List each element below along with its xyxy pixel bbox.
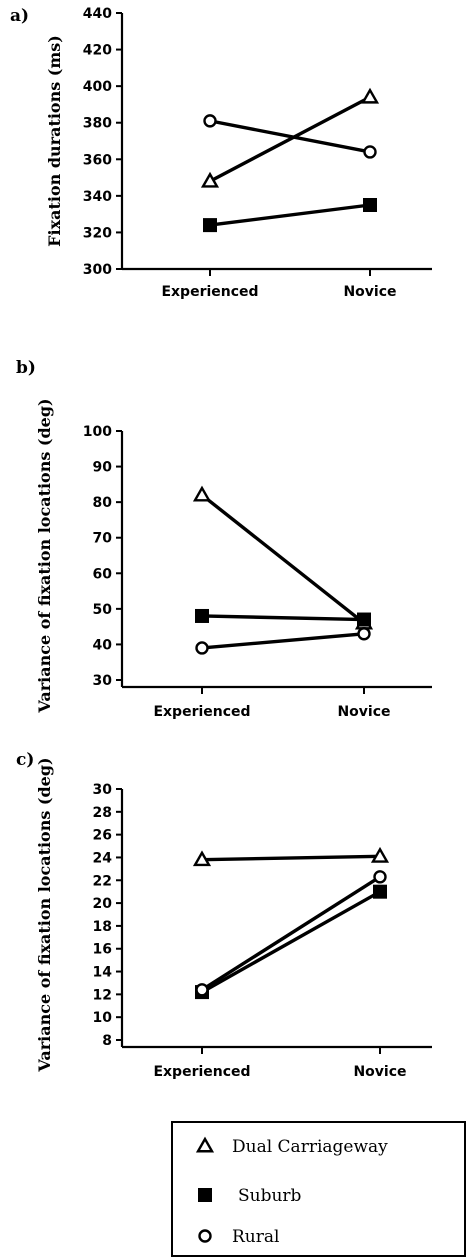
legend-marker-square [198, 1188, 212, 1202]
data-point-triangle [200, 171, 220, 188]
y-tick-label: 380 [83, 116, 112, 132]
y-tick-label: 30 [93, 673, 113, 689]
y-tick-label: 300 [83, 262, 112, 278]
data-point-square [373, 884, 387, 899]
series-line-square [201, 890, 381, 994]
data-point-square [357, 612, 371, 627]
data-point-triangle [192, 485, 212, 502]
legend-box [171, 1121, 466, 1257]
y-tick-label: 40 [93, 637, 113, 653]
y-tick-label: 440 [83, 6, 112, 22]
y-axis-label: Variance of fixation locations (deg) [35, 757, 54, 1072]
y-tick-label: 10 [93, 1010, 113, 1026]
data-point-triangle [360, 87, 380, 104]
legend-marker-triangle [195, 1136, 215, 1153]
y-tick-label: 18 [93, 919, 112, 935]
data-point-square [203, 218, 217, 233]
y-tick-label: 420 [83, 43, 112, 59]
data-point-circle [203, 114, 217, 128]
panel-label: a) [10, 6, 29, 26]
data-point-triangle [192, 850, 212, 867]
data-point-circle [373, 870, 387, 884]
series-line-triangle [209, 95, 371, 183]
series-line-square [209, 203, 371, 227]
legend-label-square: Suburb [238, 1186, 302, 1206]
panel-label: c) [16, 750, 34, 770]
y-tick-label: 26 [93, 828, 112, 844]
legend-marker-circle [198, 1229, 212, 1243]
y-tick-label: 320 [83, 225, 112, 241]
data-point-circle [195, 983, 209, 997]
y-tick-label: 70 [93, 531, 113, 547]
data-point-circle [195, 641, 209, 655]
y-tick-label: 16 [93, 942, 112, 958]
series-line-triangle [201, 854, 381, 862]
chart-panel-1: a) Fixation durations (ms) 300 320 340 360 380… [10, 6, 432, 300]
series-line-triangle [200, 493, 366, 625]
y-tick-label: 100 [83, 424, 112, 440]
y-tick-label: 12 [93, 987, 112, 1003]
data-point-circle [363, 145, 377, 159]
y-tick-label: 60 [93, 566, 113, 582]
data-point-circle [357, 627, 371, 641]
y-tick-label: 20 [93, 896, 113, 912]
y-tick-label: 30 [93, 782, 113, 798]
y-tick-label: 8 [102, 1033, 112, 1049]
data-point-square [195, 608, 209, 623]
y-axis-label: Variance of fixation locations (deg) [35, 398, 54, 713]
y-tick-label: 400 [83, 79, 112, 95]
y-axis-label: Fixation durations (ms) [45, 35, 64, 247]
y-tick-label: 50 [93, 602, 113, 618]
data-point-square [363, 198, 377, 212]
y-tick-label: 340 [83, 189, 112, 205]
y-tick-label: 360 [83, 152, 112, 168]
x-tick-label: Novice [343, 284, 396, 300]
legend-label-triangle: Dual Carriageway [232, 1137, 388, 1157]
y-tick-label: 22 [93, 873, 112, 889]
y-tick-label: 14 [93, 965, 113, 981]
y-tick-label: 24 [93, 850, 113, 866]
chart-panel-3: c) Variance of fixation locations (deg) 8 1… [16, 750, 432, 1080]
x-tick-label: Novice [337, 704, 390, 720]
data-point-triangle [370, 846, 390, 863]
x-tick-label: Experienced [161, 284, 258, 300]
x-tick-label: Novice [353, 1064, 406, 1080]
legend-label-circle: Rural [232, 1227, 279, 1247]
x-tick-label: Experienced [153, 1064, 250, 1080]
series-line-circle [209, 119, 371, 154]
panel-label: b) [16, 358, 36, 378]
series-line-circle [201, 875, 381, 992]
y-tick-label: 28 [93, 805, 112, 821]
y-tick-label: 90 [93, 460, 113, 476]
series-line-square [201, 614, 365, 622]
x-tick-label: Experienced [153, 704, 250, 720]
chart-panel-2: b) Variance of fixation locations (deg) 30… [16, 358, 432, 720]
y-tick-label: 80 [93, 495, 113, 511]
legend: Dual Carriageway Suburb Rural [171, 1121, 466, 1257]
series-line-circle [201, 632, 365, 650]
